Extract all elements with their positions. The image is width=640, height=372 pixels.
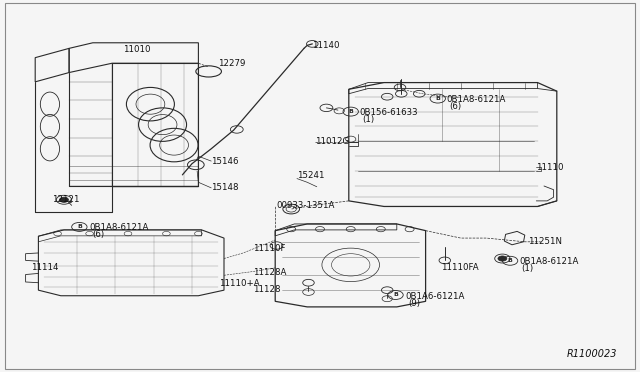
Text: B: B — [348, 109, 353, 114]
Text: 11110+A: 11110+A — [219, 279, 259, 288]
Text: (6): (6) — [92, 230, 104, 239]
Text: 11128A: 11128A — [253, 268, 286, 277]
Circle shape — [498, 256, 507, 261]
Text: B: B — [77, 224, 82, 230]
Text: 0B1A8-6121A: 0B1A8-6121A — [447, 95, 506, 104]
Text: (6): (6) — [449, 102, 461, 111]
Text: 00933-1351A: 00933-1351A — [276, 201, 335, 210]
Text: (1): (1) — [362, 115, 374, 124]
Text: 15241: 15241 — [297, 171, 324, 180]
Text: 0B1A8-6121A: 0B1A8-6121A — [90, 223, 149, 232]
Text: 11012G: 11012G — [315, 137, 349, 146]
Text: 15148: 15148 — [211, 183, 239, 192]
Text: 0B156-61633: 0B156-61633 — [360, 108, 419, 117]
Text: 12279: 12279 — [218, 60, 245, 68]
Text: B: B — [508, 258, 513, 263]
Text: 11110F: 11110F — [253, 244, 285, 253]
Text: 0B1A6-6121A: 0B1A6-6121A — [406, 292, 465, 301]
Text: 11110: 11110 — [536, 163, 564, 172]
Text: 11251N: 11251N — [528, 237, 562, 246]
Circle shape — [60, 197, 68, 202]
Text: B: B — [393, 292, 398, 298]
Text: R1100023: R1100023 — [567, 349, 618, 359]
Text: 12121: 12121 — [52, 195, 80, 204]
Text: (1): (1) — [522, 264, 534, 273]
Text: 15146: 15146 — [211, 157, 239, 166]
Text: 11010: 11010 — [123, 45, 150, 54]
Text: 11110FA: 11110FA — [441, 263, 479, 272]
Text: B: B — [435, 96, 440, 101]
Text: (9): (9) — [408, 299, 420, 308]
Text: 0B1A8-6121A: 0B1A8-6121A — [520, 257, 579, 266]
Text: 11140: 11140 — [312, 41, 340, 50]
Text: 11114: 11114 — [31, 263, 58, 272]
Text: 11128: 11128 — [253, 285, 280, 294]
